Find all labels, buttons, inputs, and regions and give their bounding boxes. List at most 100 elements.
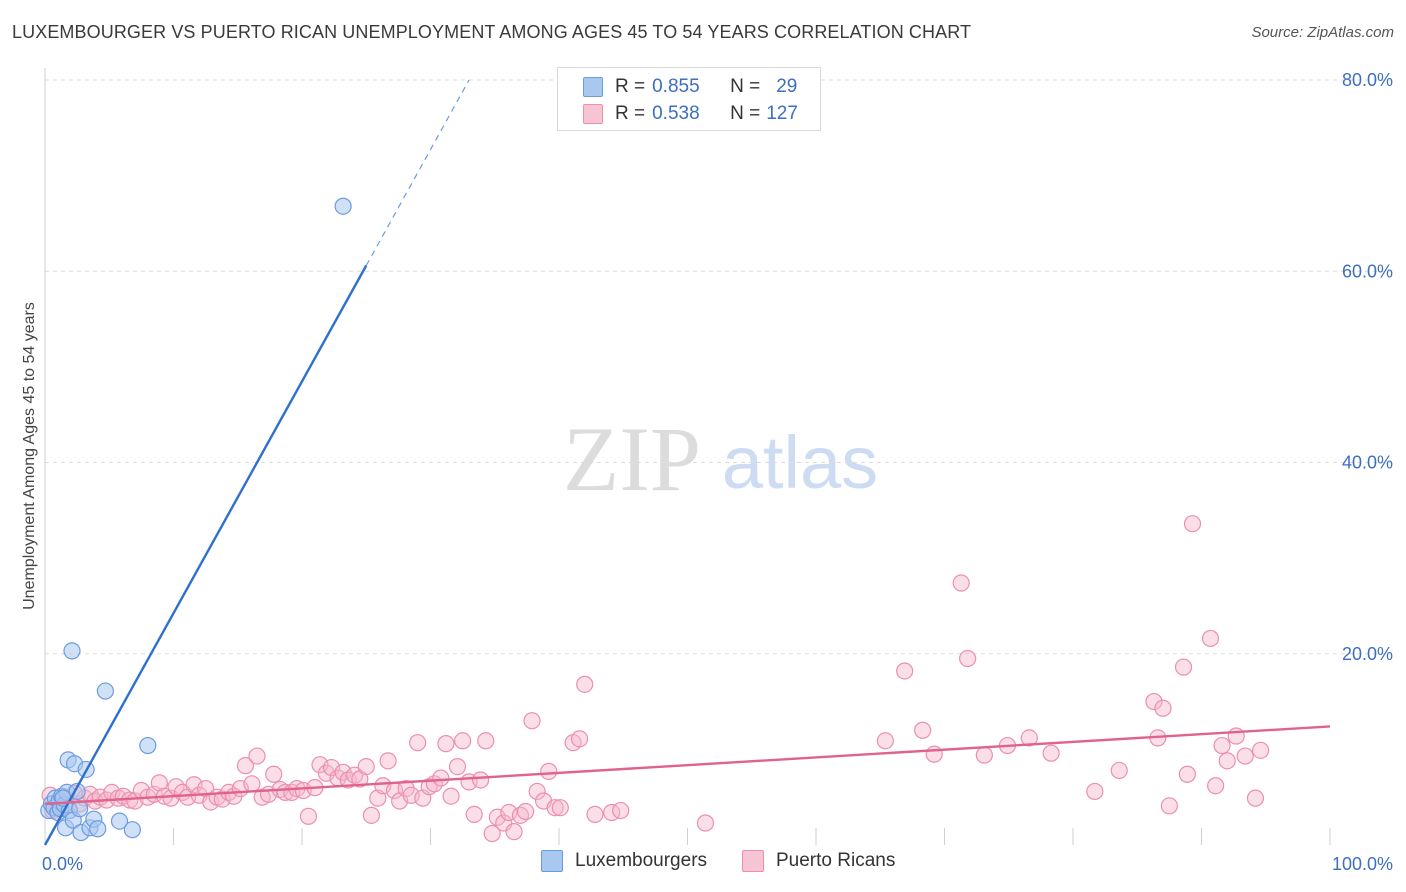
legend-label-luxembourgers: Luxembourgers (575, 850, 708, 871)
data-point-puerto-ricans (1207, 777, 1225, 795)
data-point-puerto-ricans (546, 799, 564, 817)
data-point-puerto-ricans (1020, 729, 1038, 747)
legend-item-luxembourgers[interactable]: Luxembourgers (541, 850, 707, 872)
data-point-puerto-ricans (362, 806, 380, 824)
data-point-puerto-ricans (1174, 658, 1193, 676)
grid (45, 79, 1392, 655)
data-point-puerto-ricans (1227, 727, 1245, 745)
data-point-puerto-ricans (1236, 747, 1254, 765)
data-point-puerto-ricans (1042, 744, 1060, 762)
data-point-puerto-ricans (243, 775, 261, 793)
data-point-puerto-ricans (1110, 761, 1128, 780)
data-point-puerto-ricans (432, 769, 450, 787)
data-point-puerto-ricans (505, 823, 523, 841)
r-label: R = (615, 103, 646, 124)
watermark-zip: ZIP (563, 408, 701, 510)
trend-lines (43, 79, 1331, 846)
data-point-puerto-ricans (576, 675, 594, 693)
r-label: R = (615, 76, 646, 97)
series-legend: Luxembourgers Puerto Ricans (0, 850, 1406, 880)
data-point-puerto-ricans (1201, 629, 1220, 648)
data-point-puerto-ricans (570, 730, 589, 748)
y-tick-label: 60.0% (1342, 261, 1393, 281)
data-point-puerto-ricans (696, 814, 715, 832)
data-point-puerto-ricans (1154, 699, 1172, 717)
data-point-puerto-ricans (167, 778, 185, 796)
trend-line-luxembourgers-extension (365, 79, 470, 266)
data-point-luxembourgers (139, 736, 157, 755)
data-point-puerto-ricans (448, 757, 467, 776)
data-point-puerto-ricans (1086, 782, 1104, 801)
data-point-puerto-ricans (357, 757, 375, 776)
data-point-puerto-ricans (612, 801, 630, 820)
data-point-puerto-ricans (379, 752, 397, 770)
y-tick-label: 80.0% (1342, 70, 1393, 90)
source-label: Source: ZipAtlas.com (1251, 24, 1394, 41)
data-point-puerto-ricans (540, 762, 558, 780)
data-point-puerto-ricans (437, 735, 455, 753)
data-point-puerto-ricans (1252, 741, 1270, 759)
data-point-puerto-ricans (409, 734, 427, 752)
data-point-puerto-ricans (265, 765, 283, 783)
legend-row-puerto-ricans: R = 0.538 N = 127 (558, 101, 798, 127)
axes (44, 68, 1331, 845)
trend-line-puerto-ricans (44, 725, 1331, 806)
data-point-luxembourgers (334, 197, 352, 215)
x-tick-label: 100.0% (1332, 854, 1393, 874)
legend-swatch-luxembourgers (583, 77, 603, 97)
legend-row-luxembourgers: R = 0.855 N = 29 (558, 74, 797, 100)
data-point-puerto-ricans (959, 649, 977, 668)
y-tick-label: 40.0% (1342, 453, 1393, 473)
data-point-puerto-ricans (442, 787, 460, 805)
data-point-puerto-ricans (1160, 797, 1178, 815)
data-point-luxembourgers (123, 821, 141, 839)
r-value: 0.855 (652, 76, 700, 97)
data-point-puerto-ricans (1213, 736, 1231, 755)
data-point-puerto-ricans (236, 757, 255, 775)
y-tick-label: 20.0% (1342, 644, 1393, 664)
data-point-luxembourgers (96, 682, 114, 700)
n-label: N = (730, 76, 761, 97)
data-point-puerto-ricans (914, 721, 932, 739)
data-point-luxembourgers (89, 820, 107, 838)
n-value: 29 (776, 76, 798, 97)
trend-line-luxembourgers (43, 264, 368, 846)
data-point-puerto-ricans (528, 782, 546, 801)
data-point-puerto-ricans (896, 662, 914, 680)
data-point-puerto-ricans (551, 799, 569, 817)
data-point-puerto-ricans (586, 805, 604, 824)
data-point-puerto-ricans (975, 746, 993, 764)
data-point-puerto-ricans (952, 574, 970, 592)
x-tick-label: 0.0% (42, 854, 83, 874)
data-point-puerto-ricans (420, 778, 438, 796)
data-point-luxembourgers (63, 642, 81, 660)
data-point-puerto-ricans (1218, 752, 1236, 770)
legend-swatch-puerto-ricans (583, 104, 603, 124)
data-point-puerto-ricans (465, 805, 483, 824)
data-point-puerto-ricans (248, 747, 266, 765)
data-point-puerto-ricans (876, 732, 894, 750)
n-label: N = (730, 103, 761, 124)
data-point-puerto-ricans (126, 792, 144, 810)
data-point-puerto-ricans (1246, 789, 1265, 807)
data-point-puerto-ricans (477, 732, 495, 750)
chart-title: LUXEMBOURGER VS PUERTO RICAN UNEMPLOYMEN… (12, 22, 972, 42)
r-value: 0.538 (652, 103, 700, 124)
data-point-puerto-ricans (523, 712, 541, 730)
data-point-puerto-ricans (299, 807, 318, 825)
legend-swatch-puerto-ricans (742, 850, 764, 872)
data-point-puerto-ricans (1178, 765, 1196, 783)
data-point-luxembourgers (110, 812, 129, 830)
data-point-puerto-ricans (483, 824, 501, 843)
legend-item-puerto-ricans[interactable]: Puerto Ricans (742, 850, 895, 872)
legend-label-puerto-ricans: Puerto Ricans (776, 850, 896, 871)
data-point-puerto-ricans (1145, 692, 1163, 711)
luxembourgers-points (40, 197, 352, 842)
data-point-puerto-ricans (516, 802, 535, 821)
data-point-puerto-ricans (472, 771, 490, 789)
tick-labels: 20.0% 40.0% 60.0% 80.0% 0.0% 100.0% (42, 70, 1393, 874)
legend-swatch-luxembourgers (541, 850, 563, 872)
data-point-puerto-ricans (454, 732, 472, 750)
n-value: 127 (766, 103, 798, 124)
